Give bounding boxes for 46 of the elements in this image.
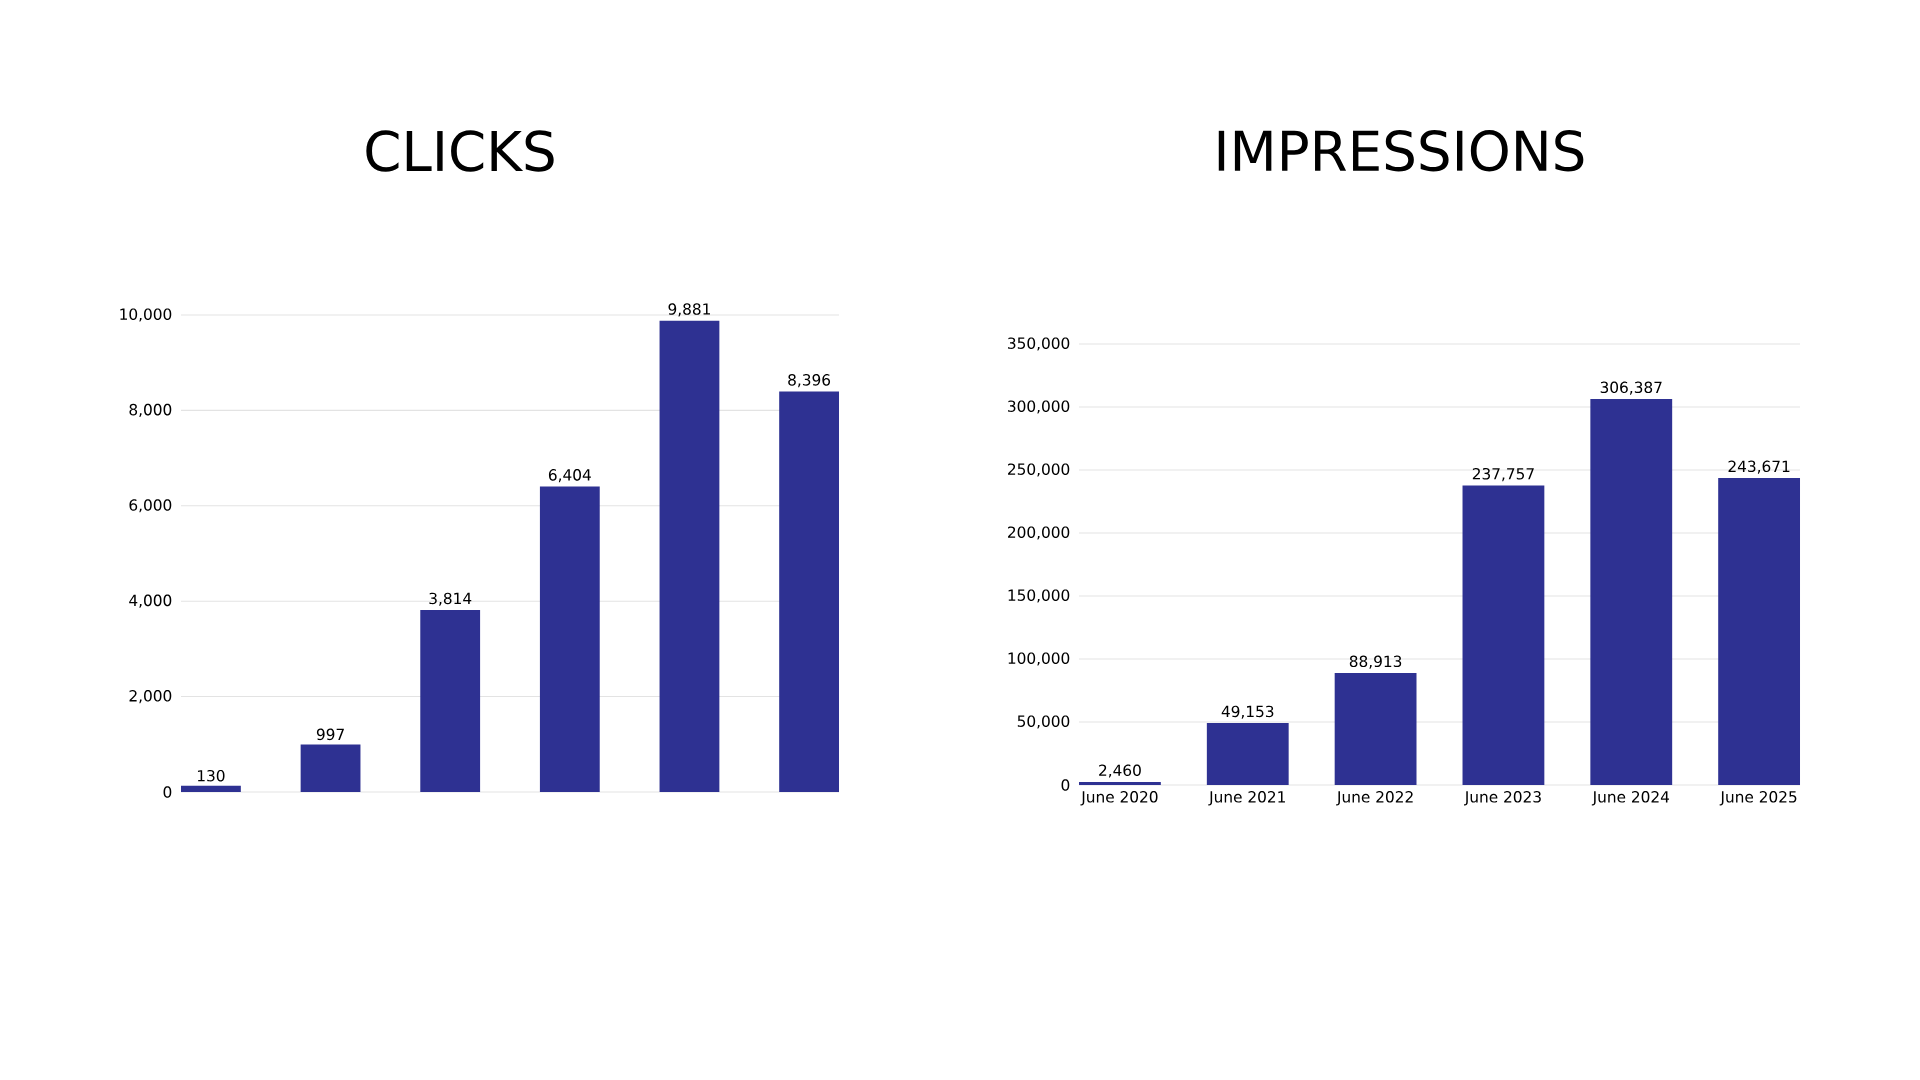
bar — [300, 744, 361, 792]
chart-title: IMPRESSIONS — [1218, 130, 1584, 172]
bar — [1462, 485, 1545, 785]
x-tick-label: June 2023 — [1463, 791, 1541, 806]
y-tick-label: 6,000 — [129, 499, 172, 513]
data-label: 306,387 — [1600, 381, 1662, 395]
x-tick-label: June 2022 — [1336, 791, 1413, 806]
data-label: 130 — [197, 769, 225, 782]
data-label: 8,396 — [788, 374, 831, 388]
x-tick-label: June 2024 — [1591, 791, 1670, 806]
bar — [659, 320, 720, 792]
y-tick-label: 8,000 — [129, 403, 172, 417]
bar — [1206, 723, 1289, 785]
bar — [779, 391, 840, 792]
data-label: 9,881 — [668, 303, 710, 317]
data-label: 3,814 — [429, 592, 472, 606]
data-label: 243,671 — [1728, 460, 1790, 474]
y-tick-label: 250,000 — [1008, 463, 1070, 477]
x-tick-label: June 2020 — [1080, 791, 1158, 806]
bar — [1718, 477, 1801, 785]
bar — [1590, 398, 1673, 785]
data-label: 237,757 — [1472, 467, 1534, 482]
y-tick-label: 0 — [163, 786, 172, 798]
bar — [181, 785, 241, 792]
data-label: 997 — [316, 728, 344, 741]
y-tick-label: 4,000 — [129, 594, 172, 608]
data-label: 49,153 — [1221, 705, 1274, 719]
y-tick-label: 200,000 — [1008, 526, 1070, 540]
x-tick-label: June 2021 — [1208, 791, 1285, 806]
data-label: 6,404 — [548, 469, 591, 483]
chart-title: CLICKS — [366, 130, 554, 172]
bar — [539, 486, 600, 792]
data-label: 88,913 — [1349, 655, 1402, 669]
y-tick-label: 50,000 — [1017, 715, 1070, 729]
y-tick-label: 2,000 — [129, 690, 172, 704]
data-label: 2,460 — [1099, 764, 1141, 778]
x-tick-label: June 2025 — [1719, 791, 1797, 806]
bar — [1334, 672, 1417, 785]
bar — [1079, 781, 1161, 785]
y-tick-label: 100,000 — [1008, 652, 1070, 666]
y-tick-label: 300,000 — [1008, 400, 1070, 414]
y-tick-label: 0 — [1061, 779, 1070, 791]
y-tick-label: 10,000 — [120, 308, 172, 322]
bar — [420, 610, 481, 792]
y-tick-label: 350,000 — [1008, 337, 1070, 351]
y-tick-label: 150,000 — [1008, 589, 1070, 603]
